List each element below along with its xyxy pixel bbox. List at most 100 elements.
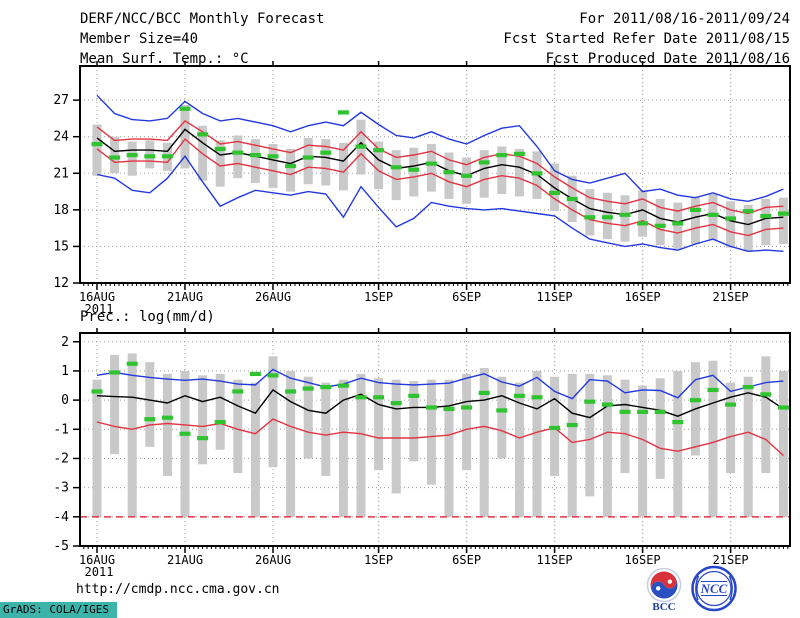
obs-dash xyxy=(126,361,138,366)
obs-dash xyxy=(513,151,525,156)
obs-dash xyxy=(549,190,561,195)
spread-bar xyxy=(497,376,507,459)
svg-text:-1: -1 xyxy=(53,422,69,437)
spread-bar xyxy=(374,141,384,190)
spread-bar xyxy=(567,373,577,517)
spread-bar xyxy=(708,360,718,517)
plot-frame xyxy=(79,332,791,547)
obs-dash xyxy=(373,395,385,400)
spread-bar xyxy=(215,140,225,187)
svg-text:11SEP: 11SEP xyxy=(537,553,573,567)
series-ens-max-line xyxy=(96,368,784,400)
ncc-logo-text: NCC xyxy=(700,581,728,596)
spread-bar xyxy=(585,189,595,236)
spread-bar xyxy=(620,379,630,474)
svg-text:2011: 2011 xyxy=(85,565,114,579)
spread-bar xyxy=(761,356,771,474)
obs-dash xyxy=(390,401,402,406)
obs-markers-group xyxy=(91,106,789,228)
obs-dash xyxy=(672,419,684,425)
obs-dash xyxy=(637,409,649,414)
spread-bar xyxy=(250,139,260,184)
obs-dash xyxy=(707,387,719,393)
obs-dash xyxy=(337,110,349,115)
spread-bar xyxy=(127,353,137,517)
spread-bar xyxy=(444,152,454,199)
svg-text:26AUG: 26AUG xyxy=(255,290,291,304)
obs-dash xyxy=(179,106,191,111)
obs-markers-group xyxy=(91,361,789,441)
spread-bar xyxy=(92,124,102,176)
spread-bar xyxy=(726,201,736,248)
svg-text:21AUG: 21AUG xyxy=(167,553,203,567)
svg-text:1SEP: 1SEP xyxy=(364,553,393,567)
spread-bar xyxy=(127,141,137,176)
obs-dash xyxy=(760,392,772,397)
obs-dash xyxy=(214,419,226,425)
spread-bar xyxy=(444,379,454,517)
svg-text:0: 0 xyxy=(61,393,69,408)
series-ens-mean-line xyxy=(96,128,784,226)
spread-bar xyxy=(374,378,384,471)
spread-bar xyxy=(286,370,296,517)
svg-text:15: 15 xyxy=(53,239,69,254)
member-size-label: Member Size=40 xyxy=(80,31,199,47)
spread-bar xyxy=(145,362,155,447)
spread-bar xyxy=(286,148,296,192)
spread-bar xyxy=(620,195,630,242)
spread-bar xyxy=(708,194,718,241)
svg-text:2: 2 xyxy=(61,335,69,350)
obs-dash xyxy=(619,212,631,217)
svg-text:-2: -2 xyxy=(53,451,69,466)
obs-dash xyxy=(531,395,543,400)
page-title: DERF/NCC/BCC Monthly Forecast xyxy=(80,11,325,27)
spread-bar xyxy=(532,370,542,517)
obs-dash xyxy=(496,152,508,158)
spread-bar xyxy=(462,157,472,204)
obs-dash xyxy=(725,216,737,221)
obs-dash xyxy=(232,150,244,155)
obs-dash xyxy=(337,383,349,388)
obs-dash xyxy=(707,212,719,217)
obs-dash xyxy=(197,436,209,441)
obs-dash xyxy=(513,393,525,398)
svg-text:18: 18 xyxy=(53,203,69,218)
obs-dash xyxy=(425,405,437,410)
fcst-produced-date-label: Fcst Produced Date 2011/08/16 xyxy=(545,51,790,67)
spread-bar xyxy=(673,202,683,249)
obs-dash xyxy=(654,223,666,228)
svg-text:21AUG: 21AUG xyxy=(167,290,203,304)
svg-text:-4: -4 xyxy=(53,510,69,525)
ncc-logo: NCC xyxy=(691,565,737,612)
obs-dash xyxy=(566,422,578,428)
obs-dash xyxy=(249,371,261,377)
obs-dash xyxy=(285,389,297,394)
ensemble-bars-group xyxy=(92,353,788,517)
spread-bar xyxy=(268,356,278,468)
obs-dash xyxy=(161,415,173,420)
obs-dash xyxy=(689,207,701,213)
svg-text:2011: 2011 xyxy=(85,302,114,316)
obs-dash xyxy=(425,161,437,166)
obs-dash xyxy=(777,211,789,216)
spread-bar xyxy=(338,142,348,191)
spread-bar xyxy=(514,382,524,517)
obs-dash xyxy=(390,165,402,170)
obs-dash xyxy=(725,402,737,407)
spread-bar xyxy=(409,381,419,462)
obs-dash xyxy=(267,154,279,159)
grads-credit: GrADS: COLA/IGES xyxy=(0,602,117,618)
spread-bar xyxy=(391,150,401,201)
bcc-logo-text: BCC xyxy=(652,601,675,613)
obs-dash xyxy=(777,405,789,410)
spread-bar xyxy=(655,378,665,479)
svg-text:24: 24 xyxy=(53,130,69,145)
obs-dash xyxy=(214,146,226,152)
spread-bar xyxy=(778,370,788,517)
obs-dash xyxy=(232,389,244,394)
spread-bar xyxy=(602,375,612,517)
spread-bar xyxy=(198,375,208,465)
